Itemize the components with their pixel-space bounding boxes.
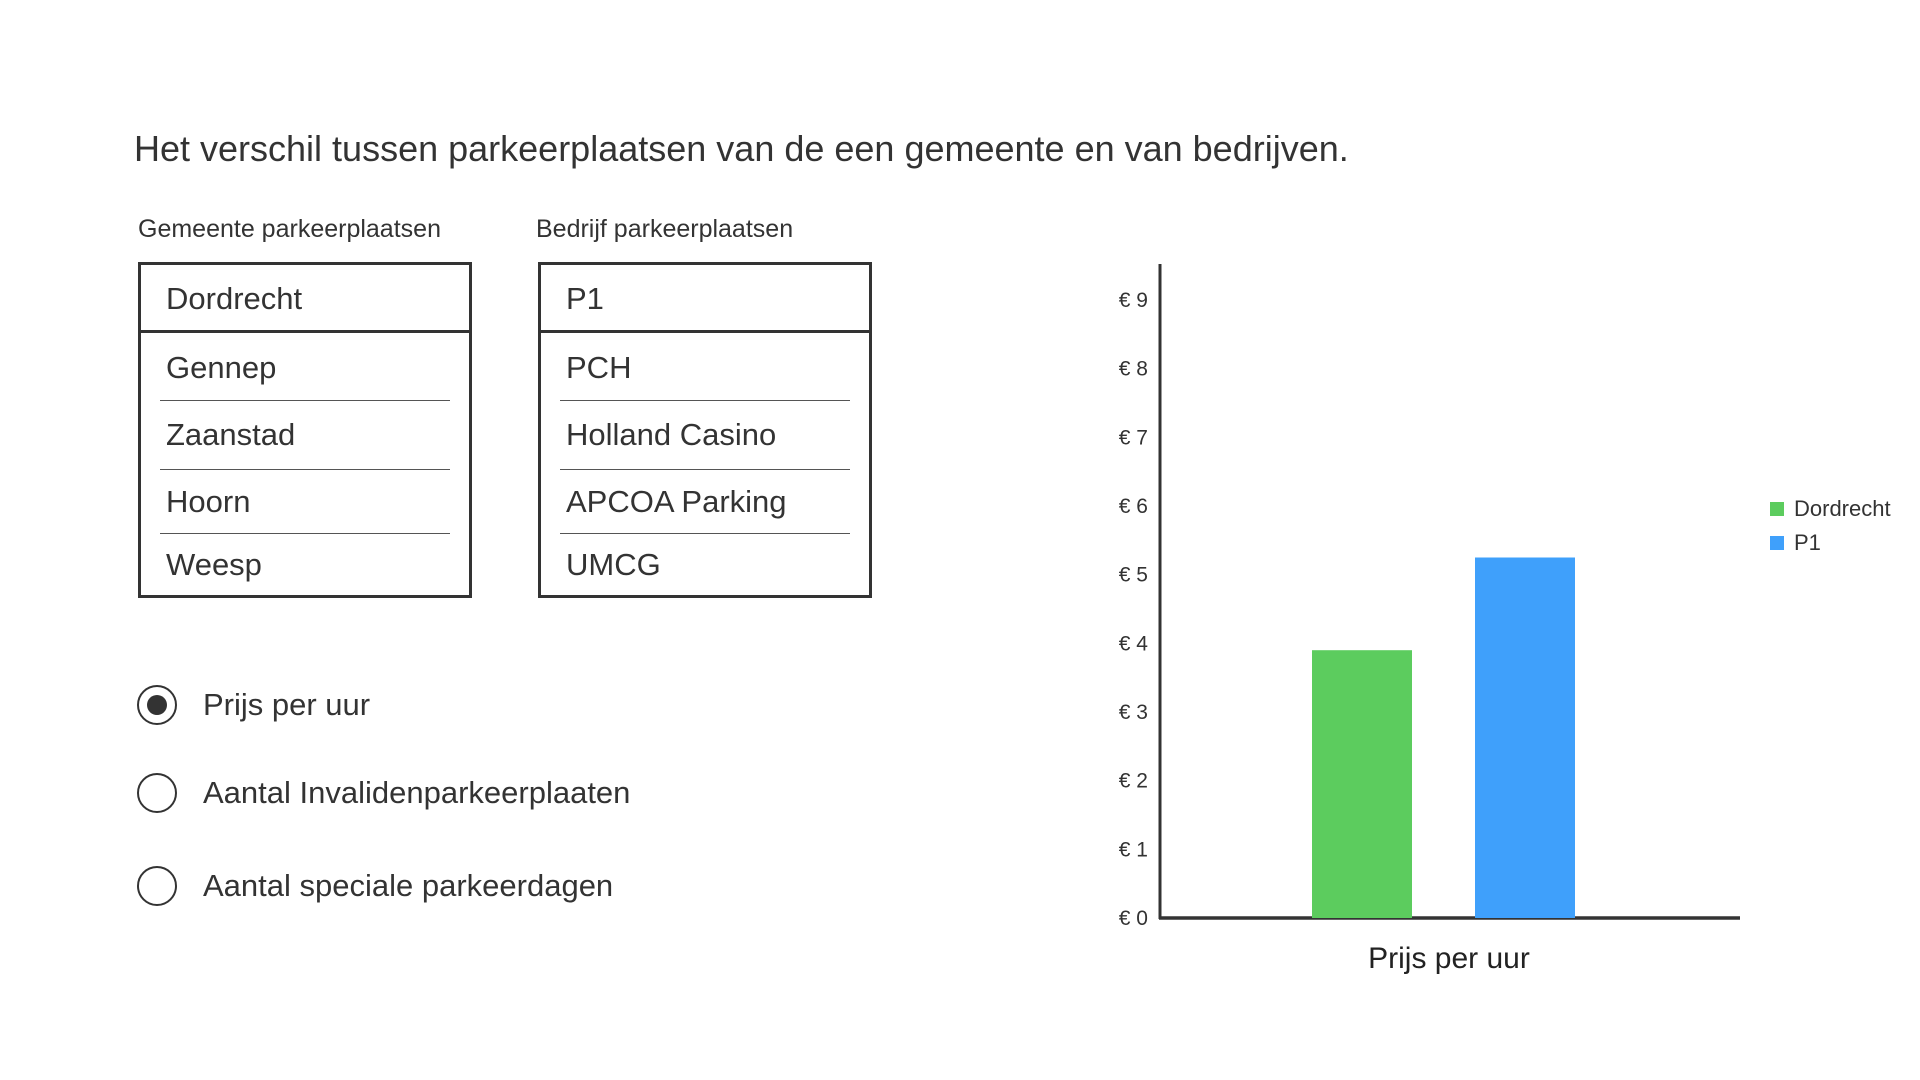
- y-tick-label: € 5: [1119, 564, 1148, 587]
- bedrijf-item-umcg[interactable]: UMCG: [566, 547, 661, 582]
- list-divider: [160, 469, 450, 470]
- option-label: Prijs per uur: [203, 687, 371, 722]
- radio-button[interactable]: [137, 685, 177, 725]
- bar-dordrecht: [1312, 650, 1412, 918]
- list-divider: [560, 469, 850, 470]
- option-label: Aantal Invalidenparkeerplaaten: [203, 775, 631, 810]
- legend-swatch: [1770, 502, 1784, 516]
- y-tick-label: € 7: [1119, 426, 1148, 449]
- y-tick-label: € 6: [1119, 495, 1148, 518]
- gemeente-item-dordrecht[interactable]: Dordrecht: [141, 265, 469, 333]
- legend-label: Dordrecht: [1794, 496, 1891, 521]
- list-divider: [560, 533, 850, 534]
- gemeente-item-gennep[interactable]: Gennep: [166, 350, 277, 385]
- page-title: Het verschil tussen parkeerplaatsen van …: [134, 128, 1349, 169]
- gemeente-item-zaanstad[interactable]: Zaanstad: [166, 417, 296, 452]
- radio-selected-dot: [147, 695, 167, 715]
- legend-label: P1: [1794, 530, 1821, 555]
- gemeente-list-label: Gemeente parkeerplaatsen: [138, 215, 441, 243]
- list-divider: [560, 400, 850, 401]
- bedrijf-item-p1[interactable]: P1: [541, 265, 869, 333]
- gemeente-item-weesp[interactable]: Weesp: [166, 547, 262, 582]
- gemeente-item-hoorn[interactable]: Hoorn: [166, 484, 251, 519]
- x-category-label: Prijs per uur: [1368, 942, 1530, 975]
- y-tick-label: € 3: [1119, 701, 1148, 724]
- y-tick-label: € 4: [1119, 632, 1149, 655]
- option-prijs-per-uur[interactable]: Prijs per uur: [137, 683, 370, 727]
- radio-button[interactable]: [137, 773, 177, 813]
- list-divider: [160, 400, 450, 401]
- list-divider: [160, 533, 450, 534]
- option-aantal-invalidenparkeerplaaten[interactable]: Aantal Invalidenparkeerplaaten: [137, 771, 630, 815]
- bedrijf-item-apcoa-parking[interactable]: APCOA Parking: [566, 484, 787, 519]
- bedrijf-list-label: Bedrijf parkeerplaatsen: [536, 215, 794, 243]
- bedrijf-list: P1 PCH Holland Casino APCOA Parking UMCG: [538, 262, 872, 598]
- option-label: Aantal speciale parkeerdagen: [203, 868, 614, 903]
- legend-swatch: [1770, 536, 1784, 550]
- y-tick-label: € 8: [1119, 358, 1148, 381]
- option-aantal-speciale-parkeerdagen[interactable]: Aantal speciale parkeerdagen: [137, 864, 613, 908]
- y-tick-label: € 2: [1119, 770, 1148, 793]
- radio-button[interactable]: [137, 866, 177, 906]
- y-tick-label: € 1: [1119, 838, 1148, 861]
- y-tick-label: € 9: [1119, 289, 1148, 312]
- bedrijf-item-holland-casino[interactable]: Holland Casino: [566, 417, 777, 452]
- bedrijf-item-pch[interactable]: PCH: [566, 350, 632, 385]
- bar-p1: [1475, 557, 1575, 918]
- y-tick-label: € 0: [1119, 907, 1148, 930]
- gemeente-list: Dordrecht Gennep Zaanstad Hoorn Weesp: [138, 262, 472, 598]
